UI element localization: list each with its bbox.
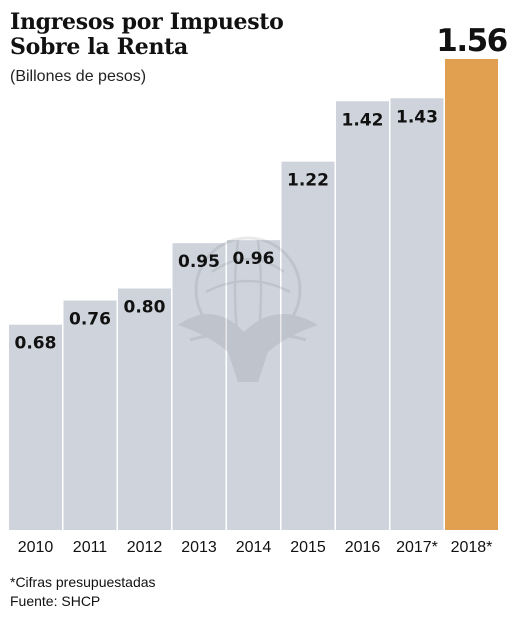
bar-2011	[63, 300, 117, 530]
bar-2018	[445, 59, 498, 530]
x-tick-2018: 2018*	[451, 539, 493, 556]
x-tick-labels-group: 2010 2011 2012 2013 2014 2015 2016 2017* 2018*	[18, 539, 493, 556]
bars-group	[9, 59, 498, 531]
x-tick-2012: 2012	[127, 539, 163, 556]
value-label-2013: 0.95	[178, 252, 220, 272]
value-labels-group: 0.68 0.76 0.80 0.95 0.96 1.22 1.42 1.43 1.56	[15, 23, 509, 354]
eagle-watermark-icon	[178, 236, 318, 382]
x-tick-2016: 2016	[345, 539, 381, 556]
source-note: Fuente: SHCP	[10, 593, 101, 609]
value-label-2011: 0.76	[69, 310, 111, 330]
chart-notes: *Cifras presupuestadas Fuente: SHCP	[10, 573, 156, 611]
x-tick-2010: 2010	[18, 539, 54, 556]
bar-2016	[336, 101, 389, 531]
bar-2010	[9, 324, 62, 530]
bar-2014	[227, 240, 280, 530]
value-label-2016: 1.42	[342, 110, 384, 130]
value-label-2018: 1.56	[436, 23, 507, 59]
value-label-2017: 1.43	[396, 107, 438, 127]
bar-2017	[390, 98, 444, 530]
x-tick-2015: 2015	[290, 539, 326, 556]
x-tick-2013: 2013	[181, 539, 217, 556]
bar-2015	[281, 161, 335, 530]
x-tick-2017: 2017*	[396, 539, 438, 556]
chart-title: Ingresos por Impuesto Sobre la Renta	[10, 9, 284, 60]
x-tick-2014: 2014	[236, 539, 272, 556]
bar-2012	[118, 288, 171, 530]
footnote: *Cifras presupuestadas	[10, 574, 156, 590]
value-label-2015: 1.22	[287, 171, 329, 191]
value-label-2010: 0.68	[15, 334, 57, 354]
x-tick-2011: 2011	[73, 539, 108, 556]
value-label-2014: 0.96	[233, 249, 275, 269]
value-label-2012: 0.80	[124, 297, 166, 317]
bar-2013	[172, 243, 226, 530]
chart-subtitle: (Billones de pesos)	[10, 68, 147, 85]
